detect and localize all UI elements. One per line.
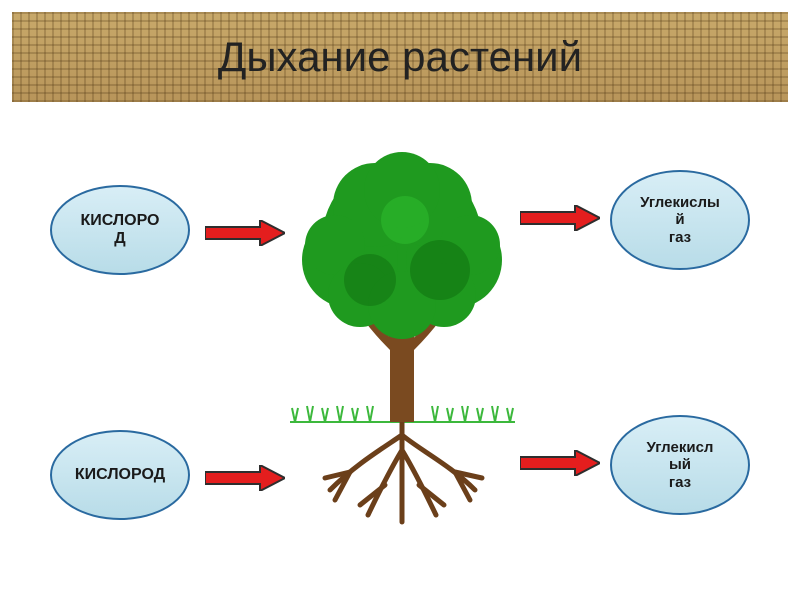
crown-icon	[302, 152, 502, 339]
bubble-co2-roots: Углекислыйгаз	[610, 415, 750, 515]
arrow-icon	[520, 205, 600, 231]
bubble-co2-crown: Углекислыйгаз	[610, 170, 750, 270]
page-title: Дыхание растений	[218, 33, 582, 81]
bubble-oxygen-crown: КИСЛОРОД	[50, 185, 190, 275]
title-banner: Дыхание растений	[12, 12, 788, 102]
arrow-icon	[205, 220, 285, 246]
arrow-icon	[205, 465, 285, 491]
bubble-label: Углекислыйгаз	[640, 194, 720, 246]
respiration-diagram: КИСЛОРОД КИСЛОРОД Углекислыйгаз Углекисл…	[0, 130, 800, 590]
bubble-oxygen-roots: КИСЛОРОД	[50, 430, 190, 520]
bubble-label: КИСЛОРОД	[81, 212, 160, 249]
tree-illustration	[290, 150, 515, 550]
bubble-label: Углекислыйгаз	[647, 439, 714, 491]
arrow-icon	[520, 450, 600, 476]
bubble-label: КИСЛОРОД	[75, 466, 165, 484]
roots-icon	[325, 422, 482, 522]
